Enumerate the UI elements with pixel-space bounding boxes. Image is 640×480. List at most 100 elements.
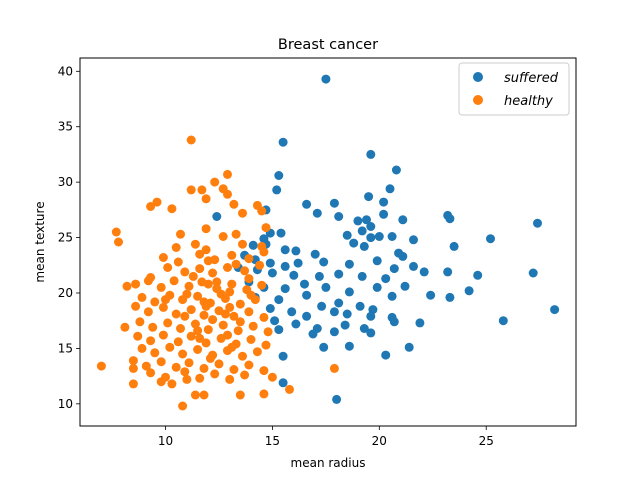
data-point-healthy xyxy=(244,307,254,317)
data-point-suffered xyxy=(321,74,331,84)
data-point-healthy xyxy=(223,330,232,340)
data-point-suffered xyxy=(329,198,339,208)
data-point-healthy xyxy=(208,268,218,278)
data-point-suffered xyxy=(302,199,312,209)
data-point-healthy xyxy=(225,287,235,297)
data-point-suffered xyxy=(443,267,453,277)
data-point-healthy xyxy=(231,259,241,269)
data-point-healthy xyxy=(193,291,203,301)
data-point-healthy xyxy=(182,289,192,299)
data-point-suffered xyxy=(366,328,376,338)
legend-label-suffered: suffered xyxy=(504,71,559,86)
data-point-healthy xyxy=(227,279,237,289)
data-point-healthy xyxy=(186,185,196,195)
data-point-healthy xyxy=(111,227,121,237)
data-point-healthy xyxy=(235,299,245,309)
data-point-suffered xyxy=(366,311,376,321)
data-point-healthy xyxy=(259,366,269,376)
data-point-suffered xyxy=(381,274,391,284)
data-point-suffered xyxy=(473,270,483,280)
data-point-suffered xyxy=(344,341,354,351)
data-point-healthy xyxy=(152,197,162,207)
data-point-healthy xyxy=(203,325,213,335)
legend-label-healthy: healthy xyxy=(504,94,553,109)
data-point-suffered xyxy=(302,290,312,300)
data-point-suffered xyxy=(445,292,455,302)
data-point-suffered xyxy=(310,249,320,259)
data-point-suffered xyxy=(280,284,290,294)
data-point-suffered xyxy=(291,319,301,329)
data-point-suffered xyxy=(293,258,303,268)
x-tick-label: 20 xyxy=(372,434,387,448)
data-point-suffered xyxy=(308,329,318,339)
data-point-healthy xyxy=(146,368,156,378)
data-point-suffered xyxy=(332,394,342,404)
data-point-suffered xyxy=(498,316,508,326)
data-point-suffered xyxy=(445,214,455,224)
data-point-healthy xyxy=(244,360,254,370)
data-point-healthy xyxy=(141,361,151,371)
data-point-suffered xyxy=(321,282,331,292)
data-point-healthy xyxy=(171,243,181,252)
data-point-healthy xyxy=(122,281,132,291)
data-point-healthy xyxy=(240,370,250,380)
data-point-suffered xyxy=(334,298,344,308)
data-point-suffered xyxy=(419,267,429,277)
data-point-suffered xyxy=(372,256,382,266)
data-point-suffered xyxy=(353,216,363,226)
data-point-healthy xyxy=(186,135,196,145)
data-point-suffered xyxy=(426,290,436,300)
data-point-suffered xyxy=(374,232,384,241)
data-point-healthy xyxy=(246,335,256,344)
data-point-healthy xyxy=(246,290,256,300)
data-point-healthy xyxy=(248,321,258,331)
data-point-suffered xyxy=(398,215,408,225)
data-point-suffered xyxy=(342,309,352,319)
data-point-suffered xyxy=(528,268,538,278)
data-point-healthy xyxy=(128,363,138,373)
legend-marker-suffered xyxy=(473,72,483,82)
data-point-healthy xyxy=(201,194,211,204)
data-point-healthy xyxy=(225,302,235,312)
data-point-healthy xyxy=(203,256,213,266)
data-point-healthy xyxy=(180,311,190,321)
series-healthy xyxy=(96,135,339,411)
data-point-suffered xyxy=(329,327,339,337)
data-point-suffered xyxy=(270,316,280,326)
data-point-suffered xyxy=(389,264,399,274)
data-point-healthy xyxy=(201,301,211,311)
data-point-suffered xyxy=(280,261,290,271)
data-point-healthy xyxy=(190,390,200,400)
data-point-suffered xyxy=(364,192,374,202)
legend-marker-healthy xyxy=(473,95,483,105)
data-point-healthy xyxy=(186,331,196,341)
data-point-suffered xyxy=(312,208,322,218)
data-point-healthy xyxy=(259,247,269,257)
data-point-healthy xyxy=(235,390,245,400)
data-point-healthy xyxy=(257,280,267,290)
data-point-suffered xyxy=(302,311,312,321)
data-point-suffered xyxy=(409,235,418,245)
data-point-suffered xyxy=(400,281,410,291)
data-point-healthy xyxy=(158,253,168,262)
data-point-suffered xyxy=(359,241,369,251)
data-point-suffered xyxy=(385,184,395,194)
data-point-suffered xyxy=(344,287,354,297)
x-tick-label: 25 xyxy=(479,434,494,448)
data-point-suffered xyxy=(366,222,376,231)
data-point-healthy xyxy=(143,276,153,286)
data-point-suffered xyxy=(265,258,275,268)
x-tick-label: 15 xyxy=(265,434,280,448)
data-point-suffered xyxy=(362,215,371,225)
data-point-healthy xyxy=(227,342,237,352)
data-point-healthy xyxy=(201,338,211,348)
data-point-suffered xyxy=(287,307,297,317)
y-tick-label: 10 xyxy=(58,397,73,411)
data-point-healthy xyxy=(212,277,222,287)
data-point-healthy xyxy=(231,229,241,239)
data-point-healthy xyxy=(252,347,262,357)
ticks-layer: 10 15 20 25 10 15 20 25 30 35 40 xyxy=(58,64,494,448)
data-point-healthy xyxy=(205,353,215,363)
data-point-suffered xyxy=(357,226,367,236)
data-point-healthy xyxy=(261,340,271,350)
